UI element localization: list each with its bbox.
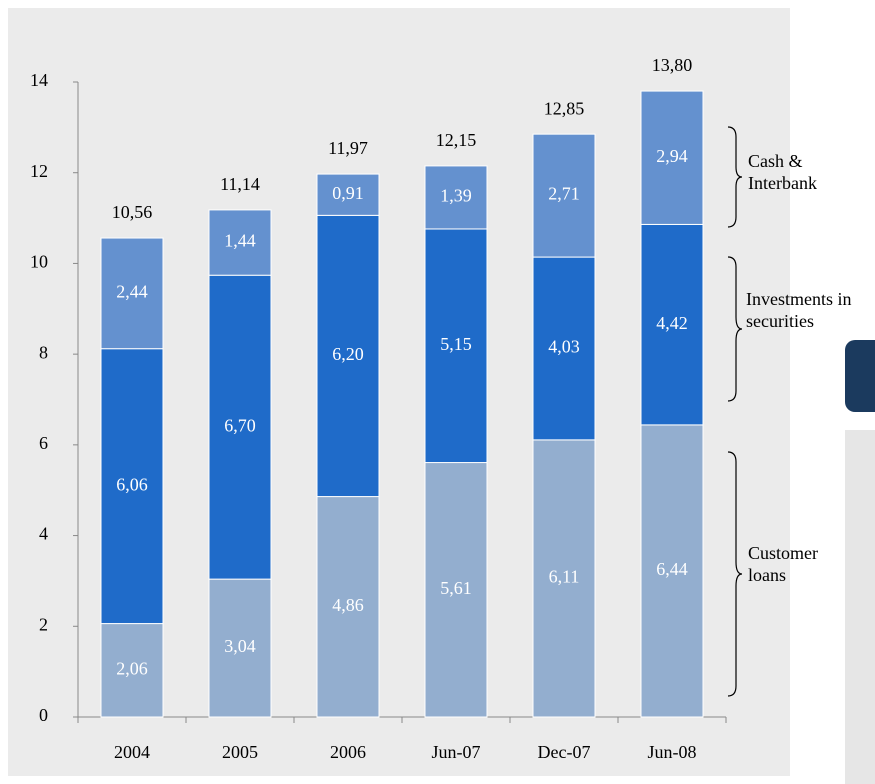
total-label: 10,56 xyxy=(112,202,153,222)
data-label: 6,11 xyxy=(549,567,580,587)
y-tick-label: 8 xyxy=(39,342,48,362)
y-tick-label: 12 xyxy=(30,161,48,181)
x-tick-label: Dec-07 xyxy=(538,742,591,762)
bar-segment xyxy=(208,274,272,580)
data-label: 5,61 xyxy=(440,578,472,598)
data-label: 3,04 xyxy=(224,636,256,656)
bar-segment xyxy=(208,578,272,718)
bar-segment xyxy=(316,173,380,216)
legend-label: Customer loans xyxy=(748,543,818,585)
data-label: 6,06 xyxy=(116,474,148,494)
data-label: 5,15 xyxy=(440,334,472,354)
bar-segment xyxy=(532,439,596,718)
total-label: 12,85 xyxy=(544,98,585,118)
brace xyxy=(727,451,743,697)
data-label: 1,44 xyxy=(224,231,256,251)
bar-segment xyxy=(424,462,488,718)
bar-segment xyxy=(316,496,380,718)
x-tick-label: Jun-08 xyxy=(648,742,697,762)
data-label: 4,86 xyxy=(332,595,364,615)
data-label: 6,70 xyxy=(224,415,256,435)
bar-segment xyxy=(100,348,164,625)
bar-segment xyxy=(316,214,380,498)
bar-segment xyxy=(100,623,164,718)
total-label: 11,14 xyxy=(220,174,260,194)
x-tick-label: 2005 xyxy=(222,742,258,762)
total-label: 13,80 xyxy=(652,55,693,75)
data-label: 6,20 xyxy=(332,344,364,364)
brace xyxy=(727,126,743,228)
y-tick-label: 0 xyxy=(39,705,48,725)
data-label: 4,42 xyxy=(656,313,688,333)
y-tick-label: 6 xyxy=(39,433,48,453)
decor-panel xyxy=(845,340,875,412)
total-label: 12,15 xyxy=(436,130,477,150)
data-label: 2,06 xyxy=(116,658,148,678)
bar-segment xyxy=(424,165,488,230)
bar-segment xyxy=(532,133,596,258)
y-tick-label: 4 xyxy=(39,524,48,544)
data-label: 2,44 xyxy=(116,281,148,301)
data-label: 0,91 xyxy=(332,183,364,203)
total-label: 11,97 xyxy=(328,138,368,158)
data-label: 2,71 xyxy=(548,184,580,204)
bar-segment xyxy=(100,237,164,350)
legend-label: Cash & Interbank xyxy=(748,151,817,193)
x-tick-label: Jun-07 xyxy=(432,742,481,762)
brace xyxy=(727,256,743,402)
decor-panel xyxy=(845,430,875,784)
data-label: 6,44 xyxy=(656,559,688,579)
bar-segment xyxy=(640,424,704,718)
data-label: 2,94 xyxy=(656,146,688,166)
y-tick-label: 10 xyxy=(30,252,48,272)
bar-segment xyxy=(208,209,272,276)
x-tick-label: 2006 xyxy=(330,742,366,762)
y-tick-label: 14 xyxy=(30,70,48,90)
y-tick-label: 2 xyxy=(39,614,48,634)
bar-segment xyxy=(640,90,704,225)
data-label: 1,39 xyxy=(440,186,472,206)
bar-segment xyxy=(532,256,596,441)
legend-label: Investments in securities xyxy=(746,289,852,331)
bar-segment xyxy=(640,223,704,426)
data-label: 4,03 xyxy=(548,337,580,357)
x-tick-label: 2004 xyxy=(114,742,150,762)
